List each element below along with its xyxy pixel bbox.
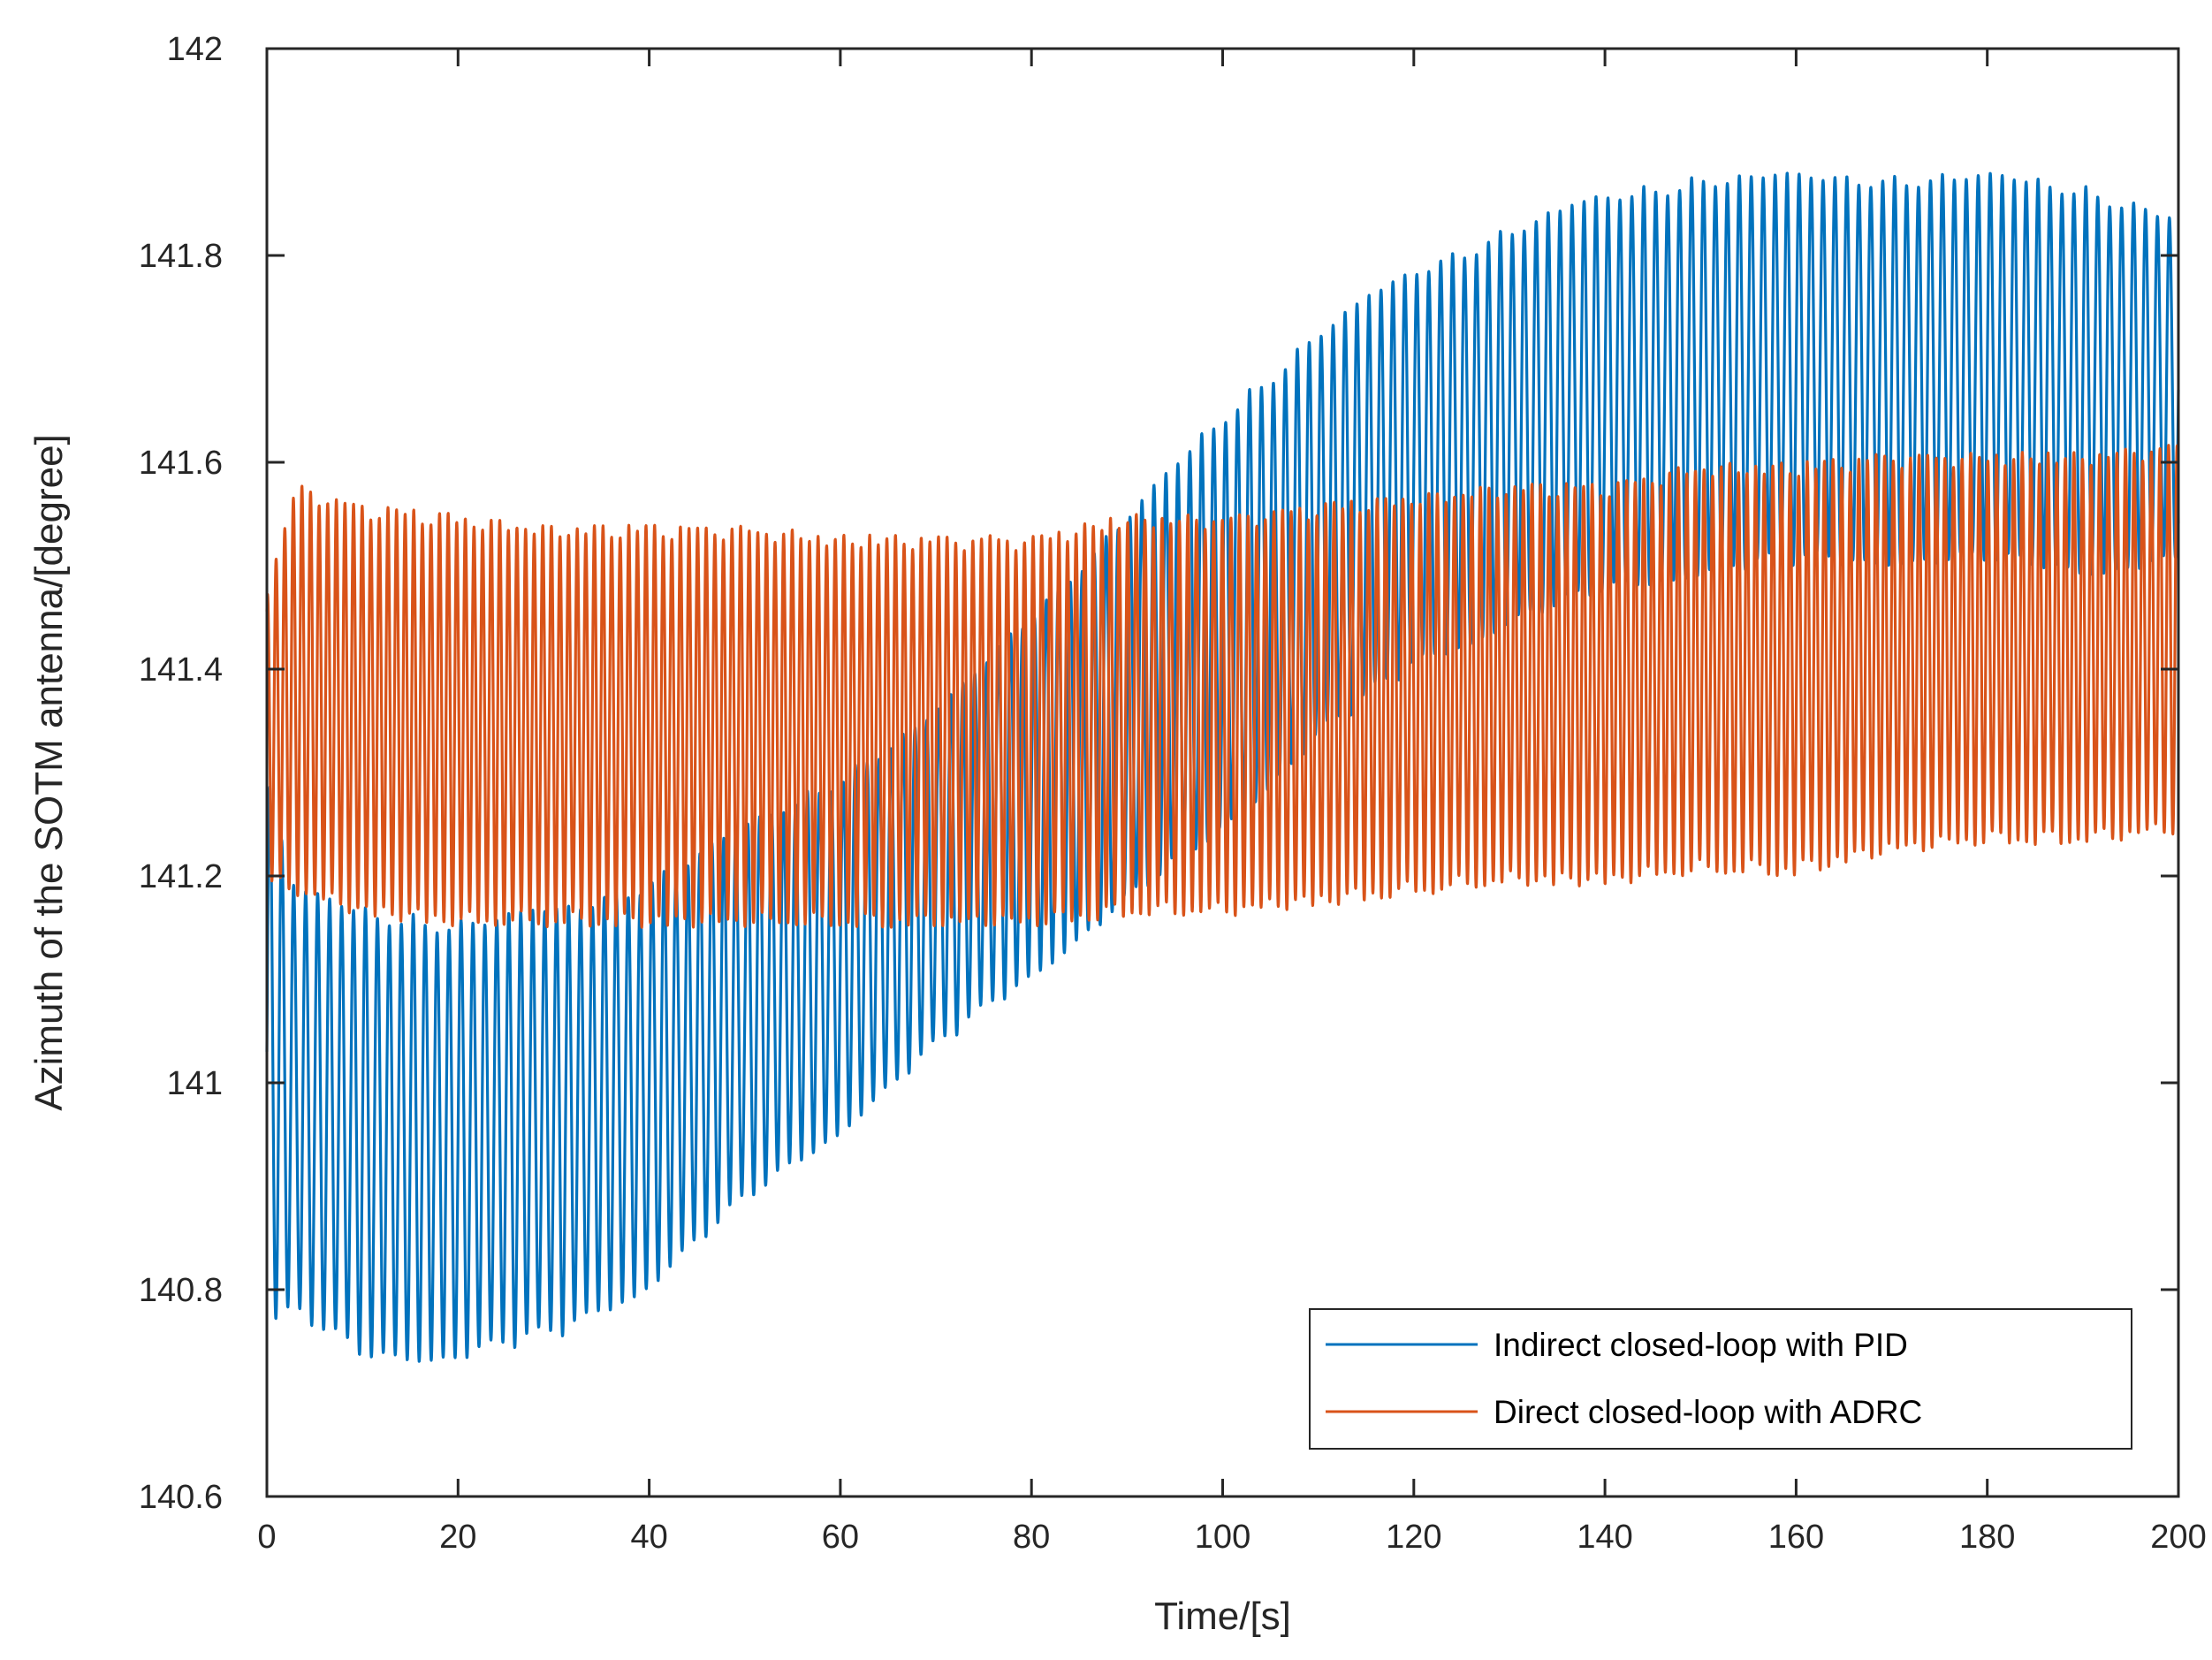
x-tick-label: 60 [822, 1519, 859, 1556]
series-line-adrc [265, 444, 2180, 929]
y-tick-label: 141.6 [139, 445, 223, 482]
x-tick-label: 80 [1013, 1519, 1050, 1556]
x-tick-label: 0 [257, 1519, 276, 1556]
y-axis-ticks: 140.6 140.8 141 141.2 141.4 141.6 141.8 142 [139, 31, 2178, 1516]
x-tick-label: 40 [630, 1519, 667, 1556]
x-tick-label: 180 [1959, 1519, 2015, 1556]
legend-label-pid: Indirect closed-loop with PID [1494, 1327, 1908, 1363]
x-tick-label: 120 [1386, 1519, 1441, 1556]
y-tick-label: 141.4 [139, 651, 223, 689]
plot-area [265, 171, 2180, 1363]
legend-label-adrc: Direct closed-loop with ADRC [1494, 1394, 1922, 1430]
y-tick-label: 142 [167, 31, 223, 68]
x-tick-label: 100 [1195, 1519, 1250, 1556]
x-tick-label: 160 [1768, 1519, 1824, 1556]
legend-box [1309, 1308, 2132, 1450]
x-tick-label: 20 [439, 1519, 476, 1556]
y-tick-label: 141.8 [139, 238, 223, 275]
x-tick-label: 200 [2150, 1519, 2206, 1556]
y-tick-label: 140.8 [139, 1272, 223, 1309]
x-axis-label: Time/[s] [1154, 1595, 1291, 1638]
x-tick-label: 140 [1577, 1519, 1632, 1556]
y-tick-label: 140.6 [139, 1479, 223, 1516]
y-axis-label: Azimuth of the SOTM antenna/[degree] [27, 434, 71, 1111]
legend: Indirect closed-loop with PID Direct clo… [1309, 1308, 2132, 1450]
y-tick-label: 141.2 [139, 858, 223, 895]
y-tick-label: 141 [167, 1065, 223, 1102]
x-axis-ticks: 0 20 40 60 80 100 120 140 160 180 200 [257, 49, 2207, 1556]
